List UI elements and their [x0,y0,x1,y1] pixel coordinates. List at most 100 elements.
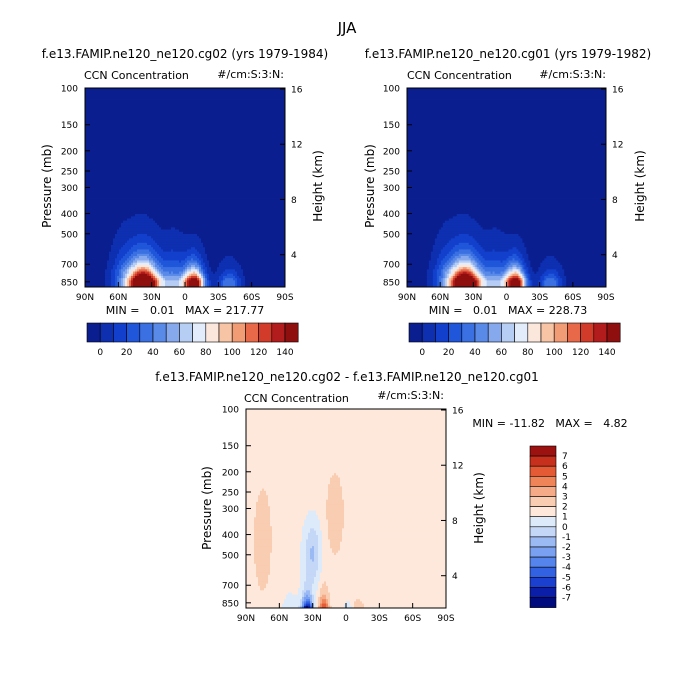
contour-cell [312,559,315,562]
contour-cell [137,264,150,268]
contour-cell [432,280,438,283]
colorbar-label: 0 [562,523,568,533]
contour-cell [137,267,142,270]
latitude-tick-label: 30S [210,293,227,303]
contour-cell [478,251,521,255]
contour-cell [314,596,317,600]
contour-cell [157,222,286,226]
contour-cell [300,559,307,562]
contour-cell [85,238,114,241]
contour-cell [189,278,192,281]
contour-cell [342,539,447,543]
contour-cell [254,539,273,543]
contour-cell [151,236,200,239]
contour-cell [460,256,470,259]
contour-cell [442,247,454,250]
contour-cell [241,282,246,286]
contour-cell [322,554,447,558]
contour-cell [256,501,269,505]
contour-cell [306,568,319,571]
latitude-tick-label: 90S [276,293,293,303]
contour-cell [506,278,509,281]
contour-cell [472,264,476,268]
contour-cell [448,278,452,281]
contour-cell [320,594,323,598]
contour-cell [199,269,202,272]
contour-cell [129,249,138,253]
contour-cell [125,269,128,272]
contour-cell [243,271,286,275]
contour-cell [330,541,341,545]
contour-cell [426,284,434,288]
contour-cell [504,284,507,288]
contour-cell [215,271,224,275]
contour-cell [556,269,565,272]
contour-cell [157,242,204,246]
contour-cell [125,278,128,281]
contour-cell [221,280,224,283]
contour-cell [199,258,204,261]
contour-cell [524,284,527,288]
contour-cell [153,258,158,261]
contour-cell [191,269,198,272]
contour-cell [407,233,438,237]
colorbar-box [126,322,141,343]
contour-cell [354,601,363,604]
contour-cell [85,138,286,142]
contour-cell [270,572,301,576]
latitude-tick-label: 60S [404,614,421,624]
contour-cell [203,267,208,270]
contour-cell [407,194,607,197]
contour-cell [306,554,311,558]
contour-cell [458,253,472,257]
contour-cell [111,273,116,277]
contour-cell [272,526,303,529]
contour-cell [324,581,327,585]
contour-cell [187,260,198,264]
contour-cell [322,601,327,604]
contour-cell [219,275,224,279]
colorbar-box [474,322,489,343]
contour-cell [246,541,255,545]
contour-cell [482,282,487,286]
contour-cell [115,262,120,266]
contour-cell [486,278,501,281]
contour-cell [133,256,140,259]
contour-cell [520,282,523,286]
contour-cell [256,506,271,509]
contour-cell [328,535,343,538]
contour-cell [199,275,202,279]
contour-cell [119,278,122,281]
colorbar-box [421,322,436,343]
latitude-tick-label: 30S [371,614,388,624]
contour-cell [318,535,323,538]
contour-cell [270,568,301,571]
contour-cell [270,554,301,558]
latitude-tick-label: 60N [270,614,288,624]
contour-cell [85,114,286,118]
contour-cell [470,260,476,264]
contour-cell [203,258,208,261]
contour-cell [85,92,286,96]
contour-cell [131,278,134,281]
contour-cell [407,112,607,115]
contour-cell [223,271,238,275]
contour-cell [123,284,126,288]
colorbar-label: 60 [174,348,186,358]
contour-cell [314,546,319,549]
contour-cell [304,581,315,585]
contour-cell [522,253,529,257]
contour-cell [199,278,202,281]
contour-cell [310,530,317,534]
contour-cell [246,557,255,560]
contour-cell [522,282,525,286]
contour-cell [320,605,323,609]
contour-cell [302,594,305,598]
contour-cell [201,253,208,257]
contour-cell [328,486,343,489]
contour-cell [272,543,301,547]
contour-cell [444,275,448,279]
contour-cell [187,271,190,275]
contour-cell [506,262,511,266]
